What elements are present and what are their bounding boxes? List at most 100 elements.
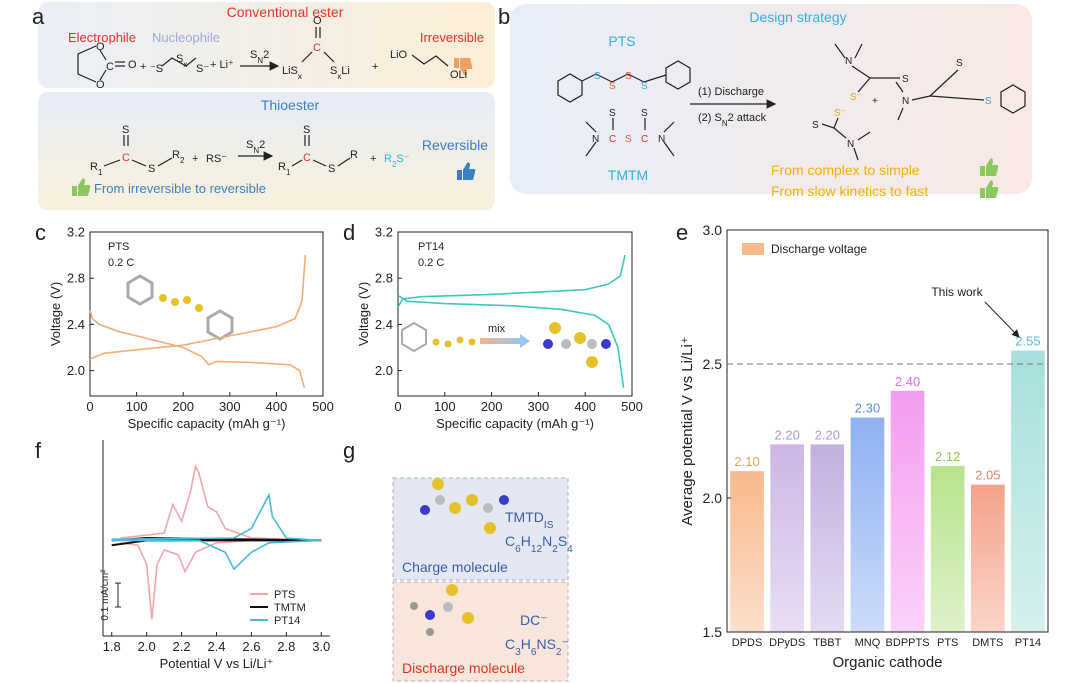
legend-label: Discharge voltage [771, 242, 867, 256]
atom-label: S⁻ [834, 108, 846, 119]
atom-ball [159, 294, 167, 302]
atom-label-part: Li [341, 65, 350, 77]
thumb-part [72, 186, 77, 196]
bond [99, 69, 107, 81]
bond [585, 121, 597, 133]
x-tick-label: 400 [574, 399, 596, 414]
x-axis-label: Specific capacity (mAh g⁻¹) [436, 416, 594, 431]
molecule-label: Discharge molecule [402, 660, 525, 676]
atom-ball [410, 602, 418, 610]
panel-box [38, 2, 495, 88]
formula-part: ⁻ [562, 636, 569, 652]
atom-label: C [122, 152, 130, 164]
legend-swatch [742, 243, 764, 255]
atom-label: S [812, 120, 819, 131]
compound-name: PTS [608, 33, 635, 49]
atom-label: SN2 [250, 49, 269, 65]
atom-label: R1 [278, 161, 291, 177]
step: (1) Discharge [698, 86, 764, 98]
atom-label: + [140, 61, 146, 73]
molecule-name: DC⁻ [520, 612, 548, 628]
atom-ball [462, 612, 474, 624]
atom-label: S [148, 163, 155, 175]
bar [1011, 350, 1045, 632]
atom-label-part: R [384, 153, 392, 165]
ring [665, 60, 691, 90]
panel-title: Conventional ester [227, 4, 344, 20]
atom-ball [435, 495, 445, 505]
atom-ball [586, 356, 598, 368]
role-label: Nucleophile [152, 30, 220, 45]
thumb-icon [457, 162, 476, 180]
atom-label-part: S [176, 53, 183, 65]
step-part: 2 attack [728, 112, 767, 124]
strategy-point: From slow kinetics to fast [771, 183, 928, 199]
value-label: 2.20 [815, 427, 840, 442]
atom-label: + [872, 96, 878, 107]
atom-ball [574, 332, 586, 344]
bond [929, 95, 985, 101]
atom-label-part: 2 [259, 139, 265, 151]
role-label: Electrophile [68, 30, 136, 45]
atom-label-part: x [337, 72, 341, 81]
x-axis-label: Organic cathode [832, 654, 942, 671]
value-label: 2.40 [895, 374, 920, 389]
bond [581, 73, 667, 83]
atom-label-part: S [246, 139, 253, 151]
atom-ball [466, 494, 478, 506]
x-tick-label: 500 [312, 399, 334, 414]
annotation: mix [488, 323, 506, 335]
atom-label: S [956, 58, 963, 69]
y-tick-label: 1.5 [703, 624, 723, 640]
ring [206, 309, 234, 341]
x-tick-label: MNQ [855, 637, 881, 649]
atom-label: O [96, 41, 105, 53]
bar [970, 484, 1005, 632]
panel-box [392, 581, 569, 682]
formula-part: 2 [556, 647, 562, 658]
value-label: 2.12 [935, 449, 960, 464]
atom-ball [425, 610, 435, 620]
bond [897, 107, 904, 121]
atom-label: Sx [176, 53, 187, 69]
atom-label: N [592, 134, 599, 145]
x-tick-label: 300 [528, 399, 550, 414]
mix-arrow [480, 338, 520, 344]
atom-ball [587, 339, 597, 349]
x-tick-label: 1.8 [103, 639, 121, 654]
bond [833, 127, 847, 139]
thumb-part [460, 58, 473, 76]
bond [99, 49, 107, 61]
atom-ball [432, 338, 440, 346]
y-tick-label: 2.0 [703, 490, 723, 506]
atom-label: S [122, 124, 129, 136]
atom-ball [446, 584, 458, 596]
bond [833, 117, 839, 129]
molecule-balls [126, 274, 611, 636]
strategy-point: From complex to simple [771, 162, 920, 178]
bond [103, 159, 121, 167]
panel-letter: e [676, 220, 688, 245]
x-tick-label: TBBT [813, 637, 841, 649]
content: a b c d e f g Conventional ester Electrophile Nuc… [32, 4, 1049, 676]
atom-ball [432, 478, 444, 490]
verdict: Reversible [422, 137, 488, 153]
panel-letter: f [35, 438, 42, 463]
atom-label: N [902, 96, 909, 107]
scale-bar-label: 0.1 mA/cm² [100, 569, 111, 621]
series-line [111, 492, 322, 571]
atom-label: S [641, 81, 648, 92]
atom-ball [483, 503, 493, 513]
atom-label: N [847, 139, 854, 150]
bond [895, 81, 904, 93]
bond [585, 141, 597, 157]
bond [853, 147, 859, 161]
atom-label: R2S⁻ [384, 153, 410, 169]
x-tick-label: DPDS [732, 637, 763, 649]
formula-part: H [521, 636, 531, 652]
bond [911, 95, 931, 101]
ring [557, 73, 583, 103]
bond [929, 69, 959, 97]
formula-part: 2 [552, 544, 558, 555]
thumb-part [457, 170, 462, 180]
